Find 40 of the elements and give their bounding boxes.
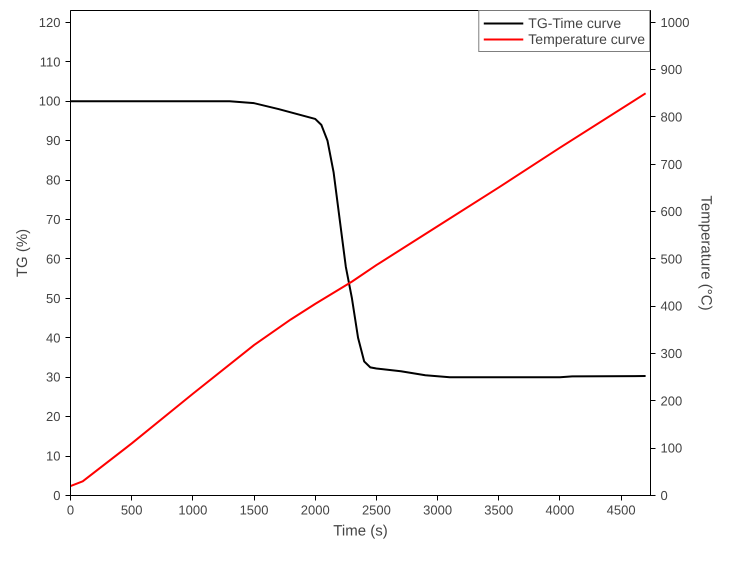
y2-tick-label: 1000 [660, 14, 690, 30]
x-tick-label: 4500 [606, 502, 636, 518]
y-tick-label: 70 [46, 212, 61, 227]
y2-tick-label: 200 [660, 393, 682, 408]
y2-tick-label: 800 [660, 109, 682, 124]
y-tick-label: 10 [46, 448, 61, 464]
legend-label: TG-Time curve [528, 15, 622, 31]
x-tick-label: 3000 [423, 502, 452, 518]
x-tick-label: 1000 [178, 502, 208, 518]
y-tick-label: 100 [38, 94, 61, 109]
y2-tick-label: 400 [660, 298, 682, 314]
y2-axis-title: Temperature (°C) [697, 195, 714, 311]
y2-tick-label: 500 [660, 251, 682, 266]
x-tick-label: 2000 [300, 502, 330, 518]
y2-tick-label: 600 [660, 204, 682, 220]
x-axis-title: Time (s) [333, 522, 388, 540]
y2-tick-label: 900 [660, 62, 682, 78]
y-tick-label: 110 [40, 54, 61, 70]
y-tick-label: 90 [46, 133, 61, 148]
y2-tick-label: 0 [660, 488, 668, 503]
y2-tick-label: 100 [660, 440, 682, 456]
y-tick-label: 120 [38, 14, 61, 30]
legend-label: Temperature curve [528, 31, 645, 47]
x-tick-label: 1500 [240, 502, 269, 518]
x-tick-label: 0 [66, 502, 74, 518]
x-tick-label: 2500 [362, 502, 391, 518]
y-tick-label: 30 [46, 370, 61, 385]
y-tick-label: 20 [46, 409, 61, 424]
y-tick-label: 0 [53, 488, 61, 503]
line-series [70, 92, 647, 488]
y-tick-label: 50 [46, 290, 61, 306]
y-tick-label: 40 [46, 330, 61, 346]
y2-tick-label: 300 [660, 346, 682, 362]
y-tick-label: 60 [46, 251, 61, 266]
x-tick-label: 3500 [484, 502, 514, 518]
y2-tick-label: 700 [660, 156, 682, 172]
y-axis-title: TG (%) [14, 228, 31, 278]
y-tick-label: 80 [46, 172, 61, 188]
x-tick-label: 4000 [545, 502, 574, 518]
x-tick-label: 500 [120, 502, 143, 518]
